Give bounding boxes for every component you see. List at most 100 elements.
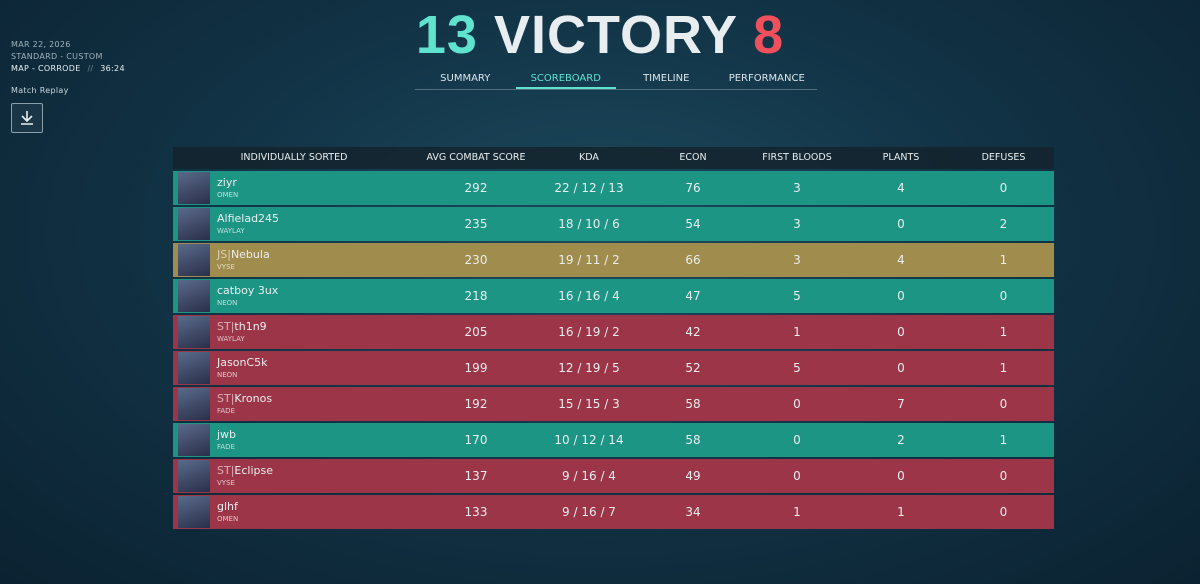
player-name-text: th1n9 [234,320,267,333]
player-row[interactable]: glhf OMEN 133 9 / 16 / 7 34 1 1 0 [173,495,1054,529]
stat-plants: 0 [897,325,905,339]
tab[interactable]: TIMELINE [643,73,690,84]
stat-defuses: 0 [999,469,1008,483]
stat-defuses: 0 [999,289,1008,303]
stat-econ: 54 [685,217,701,231]
agent-name: OMEN [217,191,239,199]
stat-first-bloods: 5 [793,361,801,375]
map: MAP - CORRODE [11,64,81,73]
agent-name: FADE [217,443,235,451]
stat-acs: 192 [464,397,488,411]
player-name-text: glhf [217,500,238,513]
stat-kda: 15 / 15 / 3 [558,397,620,411]
scoreboard: INDIVIDUALLY SORTED AVG COMBAT SCORE KDA EC… [173,147,1054,529]
stat-econ: 52 [685,361,701,375]
stat-kda: 19 / 11 / 2 [558,253,620,267]
tab[interactable]: PERFORMANCE [728,73,805,84]
stat-first-bloods: 3 [793,217,801,231]
player-name-text: Kronos [234,392,273,405]
player-row[interactable]: JS|Nebula VYSE 230 19 / 11 / 2 66 3 4 1 [173,243,1054,277]
stat-plants: 4 [897,181,905,195]
column-header: PLANTS [882,152,920,163]
stat-acs: 170 [464,433,488,447]
stat-defuses: 1 [999,361,1008,375]
column-header: AVG COMBAT SCORE [426,152,526,163]
agent-portrait [176,172,210,204]
stat-first-bloods: 0 [793,433,801,447]
player-row[interactable]: ST|Eclipse VYSE 137 9 / 16 / 4 49 0 0 0 [173,459,1054,493]
column-header: DEFUSES [981,152,1026,163]
stat-econ: 34 [685,505,701,519]
stat-kda: 16 / 16 / 4 [558,289,620,303]
team-score: 13 [415,5,478,65]
agent-name: FADE [217,407,235,415]
duration: 36:24 [100,64,125,73]
stat-econ: 58 [685,397,701,411]
agent-name: VYSE [217,263,235,271]
agent-name: NEON [217,299,238,307]
stat-econ: 66 [685,253,701,267]
player-name: JasonC5k [217,356,267,369]
player-row[interactable]: ST|th1n9 WAYLAY 205 16 / 19 / 2 42 1 0 1 [173,315,1054,349]
stat-acs: 137 [464,469,488,483]
stat-plants: 0 [897,217,905,231]
player-name: catboy 3ux [217,284,278,297]
player-name-text: jwb [217,428,237,441]
stat-defuses: 2 [999,217,1008,231]
player-row[interactable]: JasonC5k NEON 199 12 / 19 / 5 52 5 0 1 [173,351,1054,385]
player-row[interactable]: Alfielad245 WAYLAY 235 18 / 10 / 6 54 3 0 2 [173,207,1054,241]
player-row[interactable]: catboy 3ux NEON 218 16 / 16 / 4 47 5 0 0 [173,279,1054,313]
column-header: ECON [679,152,707,163]
tab-bar: SUMMARY SCOREBOARD TIMELINE PERFORMANCE [415,70,817,90]
stat-first-bloods: 0 [793,397,801,411]
player-tag: JS| [217,248,231,261]
stat-first-bloods: 3 [793,181,801,195]
stat-first-bloods: 0 [793,469,801,483]
agent-portrait [176,460,210,492]
download-button[interactable] [11,103,43,133]
player-name: Alfielad245 [217,212,279,225]
agent-portrait [176,208,210,240]
player-tag: ST| [217,464,235,477]
player-tag: ST| [217,392,235,405]
stat-econ: 58 [685,433,701,447]
player-name-text: JasonC5k [217,356,268,369]
stat-defuses: 1 [999,325,1008,339]
player-row[interactable]: ST|Kronos FADE 192 15 / 15 / 3 58 0 7 0 [173,387,1054,421]
stat-kda: 12 / 19 / 5 [558,361,620,375]
stat-defuses: 0 [999,505,1008,519]
player-row[interactable]: ziyr OMEN 292 22 / 12 / 13 76 3 4 0 [173,171,1054,205]
agent-portrait [176,496,210,528]
stat-acs: 235 [464,217,488,231]
stat-acs: 205 [464,325,488,339]
stat-econ: 49 [685,469,701,483]
stat-plants: 0 [897,361,905,375]
player-row[interactable]: jwb FADE 170 10 / 12 / 14 58 0 2 1 [173,423,1054,457]
stat-plants: 7 [897,397,905,411]
player-name-text: Eclipse [234,464,274,477]
agent-portrait [176,352,210,384]
stat-first-bloods: 5 [793,289,801,303]
agent-name: WAYLAY [217,227,245,235]
stat-first-bloods: 1 [793,325,801,339]
stat-plants: 0 [897,469,905,483]
player-name: ST|th1n9 [217,320,267,333]
outcome: VICTORY [493,5,738,65]
player-name: ST|Eclipse [217,464,273,477]
stat-econ: 47 [685,289,701,303]
replay-label: Match Replay [11,86,69,95]
match-map-info: MAP - CORRODE // 36:24 [11,64,125,73]
enemy-score: 8 [753,5,785,65]
stat-defuses: 0 [999,181,1008,195]
stat-acs: 199 [464,361,488,375]
agent-portrait [176,280,210,312]
player-name-text: catboy 3ux [217,284,279,297]
tab[interactable]: SUMMARY [440,73,491,84]
tab[interactable]: SCOREBOARD [515,70,616,89]
stat-kda: 9 / 16 / 7 [562,505,616,519]
stat-kda: 22 / 12 / 13 [554,181,624,195]
stat-kda: 9 / 16 / 4 [562,469,616,483]
stat-first-bloods: 3 [793,253,801,267]
stat-acs: 230 [464,253,488,267]
